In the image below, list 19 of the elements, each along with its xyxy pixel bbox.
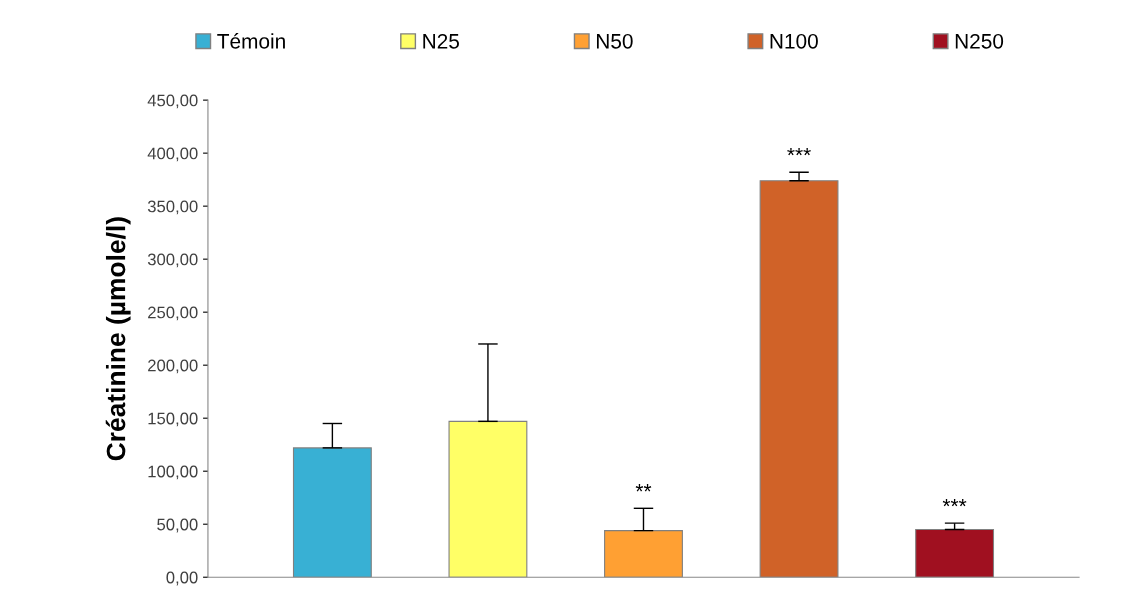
y-tick-label: 350,00 [147,200,198,215]
annotation: *** [787,148,811,156]
annotation: ** [635,484,652,492]
y-tick-label: 100,00 [148,465,198,480]
y-axis-title: Créatinine (µmole/l) [105,217,131,461]
y-tick-label: 450,00 [147,94,198,109]
y-tick-label: 400,00 [147,147,198,162]
y-tick-label: 200,00 [148,359,198,374]
legend-label: N100 [770,33,818,49]
legend-label: N250 [955,33,1004,49]
y-tick-label: 250,00 [148,306,198,321]
y-tick-label: 150,00 [148,412,198,427]
annotation: *** [942,498,967,507]
y-tick-label: 50,00 [157,518,198,533]
y-tick-label: 0,00 [166,571,198,586]
legend-label: Témoin [217,33,285,49]
legend-label: N25 [423,33,459,49]
legend-label: N50 [596,33,633,49]
y-tick-label: 300,00 [147,253,198,268]
